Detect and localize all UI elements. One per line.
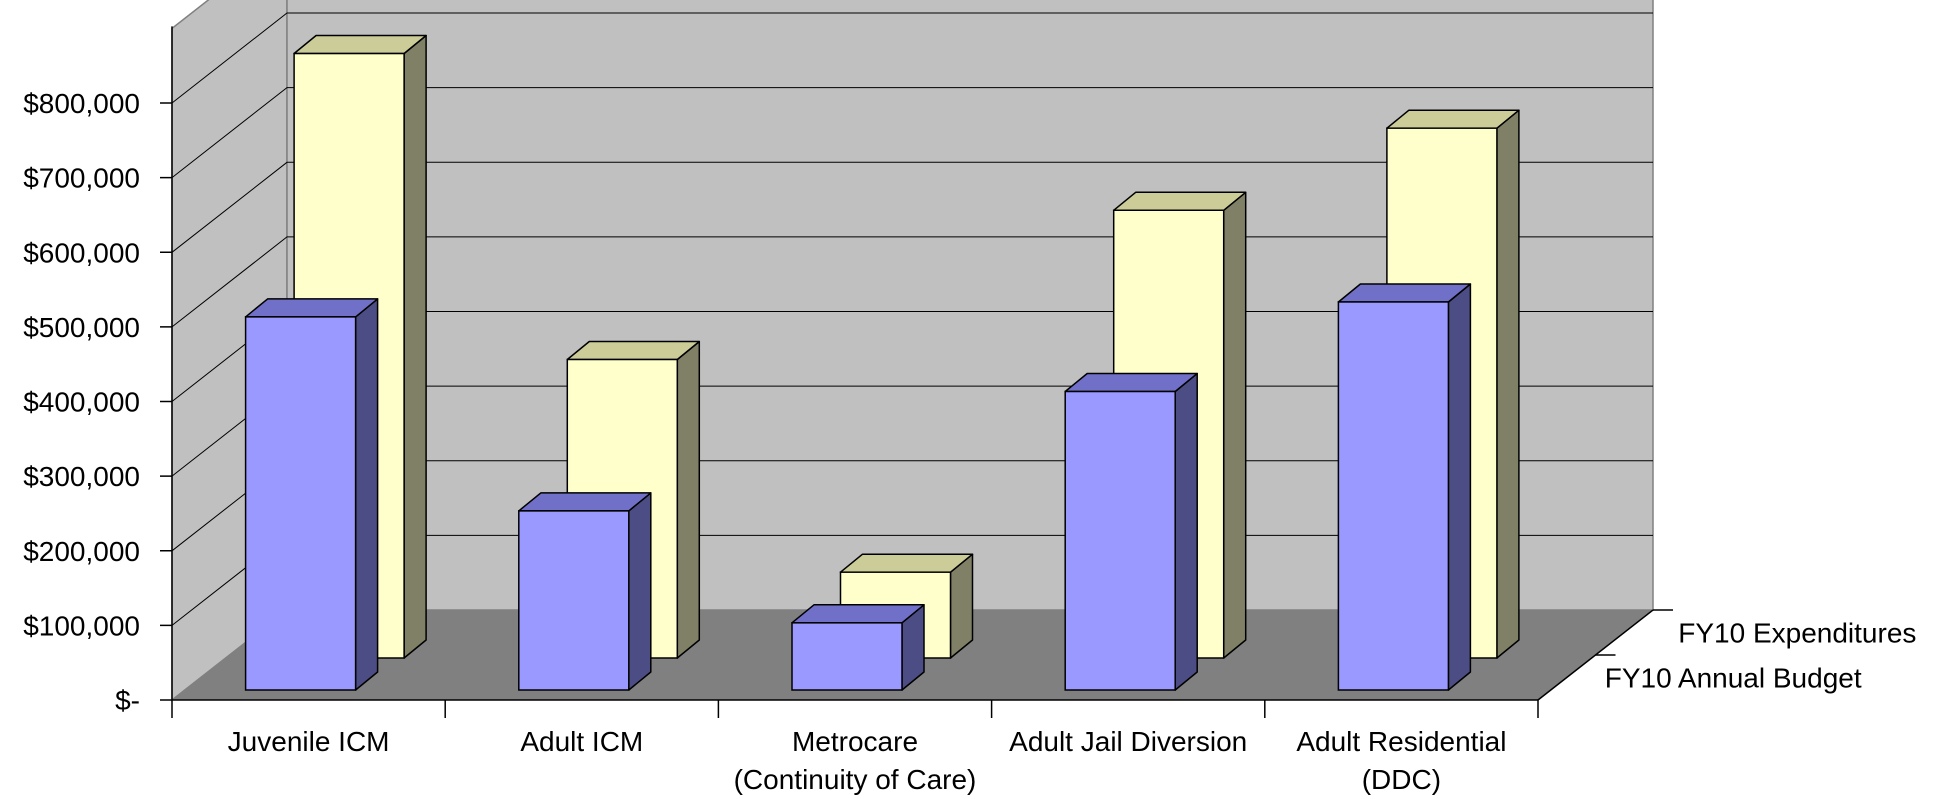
bar-side-face bbox=[1496, 109, 1520, 659]
category-label: Adult ICM bbox=[520, 726, 643, 757]
bar-front bbox=[244, 298, 379, 691]
labels: $- $100,000 $200,000 $300,000 $400,000 $500,0… bbox=[23, 88, 1916, 795]
bar-top-face bbox=[791, 604, 925, 624]
bar-side-face bbox=[1222, 191, 1247, 659]
gridline bbox=[171, 12, 1653, 104]
bar-top-face bbox=[839, 553, 974, 573]
series-label: FY10 Annual Budget bbox=[1605, 663, 1862, 694]
bar-top-face bbox=[566, 340, 701, 361]
category-label: (Continuity of Care) bbox=[734, 764, 977, 795]
y-tick-label: $500,000 bbox=[23, 312, 140, 343]
bar-front bbox=[518, 492, 652, 691]
y-tick-label: $- bbox=[115, 685, 140, 716]
bar-top-face bbox=[1112, 191, 1247, 212]
bar-front bbox=[1337, 283, 1472, 691]
bar-side-face bbox=[403, 34, 427, 659]
gridline bbox=[171, 87, 1653, 178]
category-label: Adult Jail Diversion bbox=[1009, 726, 1247, 757]
category-label: Metrocare bbox=[792, 726, 918, 757]
bar-side-face bbox=[1447, 283, 1472, 691]
bar-side-face bbox=[1174, 372, 1198, 691]
bar-top-face bbox=[1064, 372, 1198, 393]
bar-side-face bbox=[628, 492, 652, 691]
axes bbox=[160, 26, 1673, 718]
y-tick-label: $400,000 bbox=[23, 387, 140, 418]
bar-top-face bbox=[293, 34, 427, 55]
y-tick-label: $800,000 bbox=[23, 88, 140, 119]
bar-front-face bbox=[791, 622, 903, 691]
y-tick-label: $600,000 bbox=[23, 237, 140, 268]
y-tick-label: $100,000 bbox=[23, 610, 140, 641]
bar-top-face bbox=[244, 298, 379, 318]
category-label: Adult Residential bbox=[1296, 726, 1506, 757]
bar-top-face bbox=[518, 492, 652, 512]
category-label: (DDC) bbox=[1362, 764, 1441, 795]
y-tick-label: $300,000 bbox=[23, 461, 140, 492]
bar-front-face bbox=[1064, 390, 1176, 691]
bars bbox=[244, 34, 1520, 691]
bar-side-face bbox=[354, 298, 379, 691]
bar-top-face bbox=[1386, 109, 1520, 129]
y-tick-label: $700,000 bbox=[23, 163, 140, 194]
category-label: Juvenile ICM bbox=[228, 726, 390, 757]
series-label: FY10 Expenditures bbox=[1678, 618, 1916, 649]
gridline bbox=[171, 161, 1653, 253]
bar-top-face bbox=[1337, 283, 1472, 303]
bar-front-face bbox=[518, 510, 630, 691]
bar-side-face bbox=[676, 340, 701, 659]
bar-front-face bbox=[1337, 301, 1450, 691]
y-tick-label: $200,000 bbox=[23, 536, 140, 567]
bar-front bbox=[1064, 372, 1198, 691]
bar-front bbox=[791, 604, 925, 691]
bar-front-face bbox=[244, 316, 357, 691]
